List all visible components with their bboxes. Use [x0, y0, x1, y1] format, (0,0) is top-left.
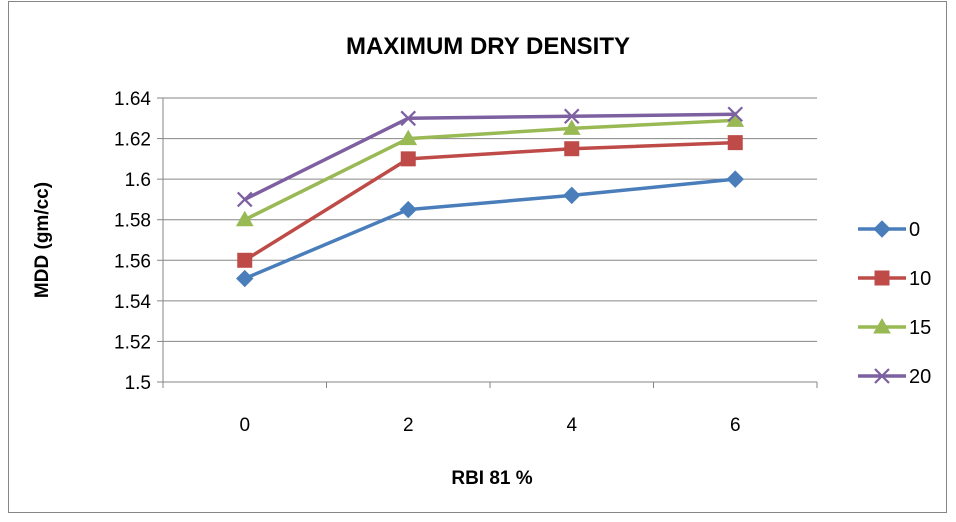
- legend-label: 0: [909, 219, 920, 241]
- data-point: [727, 135, 743, 151]
- data-point: [874, 368, 890, 384]
- series-line: [243, 140, 736, 262]
- legend-entry-0: 0: [858, 219, 920, 241]
- legend-entry-15: 15: [858, 317, 931, 339]
- data-point: [874, 270, 890, 286]
- axes: [157, 97, 818, 388]
- y-tick-label: 1.62: [114, 130, 151, 151]
- data-point: [400, 151, 416, 167]
- series-group: [235, 106, 745, 288]
- series-20: [236, 106, 744, 208]
- series-10: [237, 135, 743, 268]
- data-point: [399, 129, 418, 146]
- data-point: [236, 191, 253, 208]
- data-point: [399, 200, 417, 219]
- data-point: [873, 220, 891, 238]
- series-line: [243, 112, 736, 201]
- chart-frame: [8, 1, 947, 513]
- data-point: [235, 210, 254, 227]
- data-point: [400, 110, 417, 127]
- gridlines: [163, 97, 817, 383]
- x-tick-label: 2: [403, 415, 414, 436]
- data-point: [873, 317, 891, 334]
- chart-title: MAXIMUM DRY DENSITY: [346, 33, 630, 60]
- legend-label: 10: [909, 268, 931, 290]
- data-point: [726, 170, 744, 188]
- data-point: [563, 108, 580, 125]
- y-tick-label: 1.64: [114, 89, 151, 110]
- y-tick-label: 1.56: [114, 251, 151, 272]
- legend-label: 15: [909, 317, 931, 339]
- y-tick-label: 1.5: [125, 373, 151, 394]
- data-point: [237, 252, 253, 268]
- data-point: [563, 186, 581, 205]
- series-15: [235, 111, 745, 227]
- legend: 0 10 15 20: [858, 219, 931, 388]
- legend-label: 20: [909, 366, 931, 388]
- legend-entry-10: 10: [858, 268, 931, 290]
- y-axis-title: MDD (gm/cc): [32, 182, 53, 298]
- data-point: [564, 141, 580, 157]
- series-0: [236, 170, 744, 288]
- series-line: [243, 118, 736, 222]
- y-tick-label: 1.52: [114, 332, 151, 353]
- data-point: [236, 269, 254, 288]
- y-tick-label: 1.54: [114, 292, 151, 313]
- x-axis-title: RBI 81 %: [451, 468, 532, 489]
- x-tick-label: 0: [239, 415, 250, 436]
- legend-entry-20: 20: [858, 366, 931, 388]
- y-tick-label: 1.58: [114, 211, 151, 232]
- x-tick-labels: 0 2 4 6: [239, 415, 740, 436]
- x-tick-label: 6: [730, 415, 741, 436]
- y-tick-labels: 1.5 1.52 1.54 1.56 1.58 1.6 1.62 1.64: [114, 89, 151, 394]
- data-point: [727, 106, 744, 123]
- x-tick-label: 4: [566, 415, 577, 436]
- series-line: [244, 177, 736, 281]
- y-tick-label: 1.6: [125, 170, 151, 191]
- data-point: [562, 119, 581, 135]
